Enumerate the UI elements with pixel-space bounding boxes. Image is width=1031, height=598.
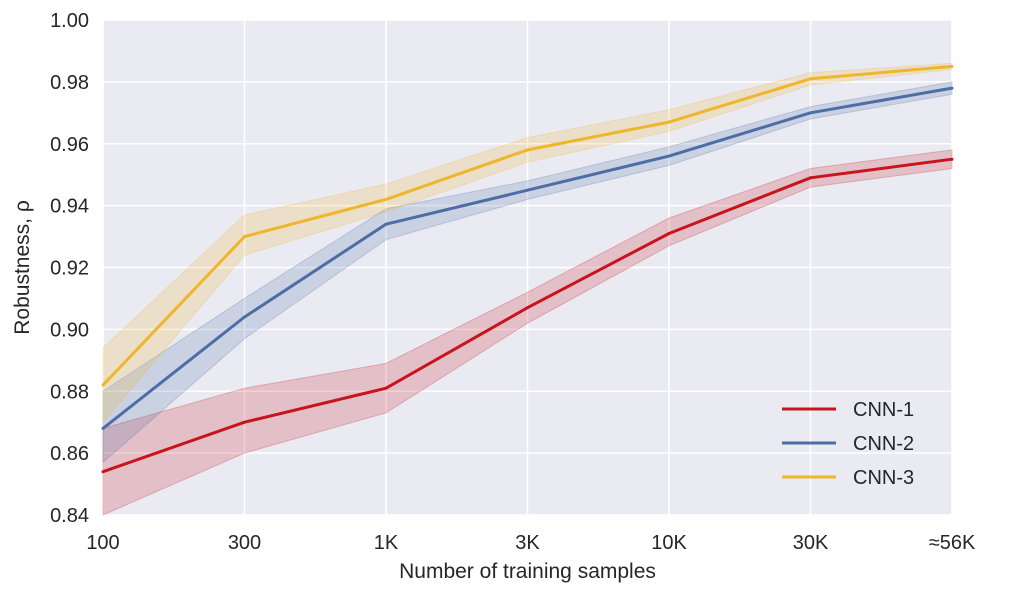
data-point-cnn-3 (384, 197, 388, 201)
data-point-cnn-3 (667, 120, 671, 124)
x-tick-label: 100 (86, 532, 119, 554)
data-point-cnn-3 (101, 383, 105, 387)
data-point-cnn-2 (384, 222, 388, 226)
y-tick-label: 1.00 (50, 10, 89, 32)
legend-label-cnn-2: CNN-2 (853, 433, 914, 455)
data-point-cnn-3 (243, 235, 246, 239)
x-tick-label: 30K (793, 532, 829, 554)
series-lines (101, 64, 954, 474)
data-point-cnn-1 (384, 386, 388, 390)
legend: CNN-1 CNN-2 CNN-3 (782, 399, 914, 489)
x-tick-labels: 100 300 1K 3K 10K 30K ≈56K (86, 532, 976, 554)
y-tick-label: 0.94 (50, 196, 89, 218)
data-point-cnn-3 (526, 148, 529, 152)
data-point-cnn-2 (243, 315, 246, 319)
data-point-cnn-2 (667, 154, 671, 158)
data-point-cnn-3 (950, 64, 954, 68)
confidence-bands (102, 62, 953, 516)
y-tick-label: 0.90 (50, 319, 89, 341)
grid (102, 19, 953, 516)
data-point-cnn-1 (950, 157, 954, 161)
x-tick-label: 300 (228, 532, 261, 554)
data-point-cnn-3 (809, 77, 812, 81)
data-point-cnn-1 (667, 231, 671, 235)
y-tick-label: 0.88 (50, 381, 89, 403)
y-tick-label: 0.86 (50, 443, 89, 465)
confidence-band-cnn-2 (102, 81, 953, 464)
confidence-band-cnn-3 (102, 62, 953, 424)
data-point-cnn-1 (243, 420, 246, 424)
y-axis-title: Robustness, ρ (11, 200, 34, 335)
legend-label-cnn-3: CNN-3 (853, 467, 914, 489)
x-tick-label: 3K (515, 532, 540, 554)
data-point-cnn-1 (809, 176, 812, 180)
y-tick-label: 0.84 (50, 505, 89, 527)
data-point-cnn-2 (809, 111, 812, 115)
x-axis-title: Number of training samples (399, 560, 656, 583)
y-tick-labels: 0.84 0.86 0.88 0.90 0.92 0.94 0.96 0.98 1.00 (50, 10, 89, 527)
x-tick-label: 10K (651, 532, 687, 554)
x-tick-label: ≈56K (929, 532, 976, 554)
y-tick-label: 0.92 (50, 258, 89, 280)
legend-label-cnn-1: CNN-1 (853, 399, 914, 421)
data-point-cnn-2 (101, 426, 105, 430)
y-tick-label: 0.98 (50, 72, 89, 94)
x-tick-label: 1K (374, 532, 399, 554)
y-tick-label: 0.96 (50, 134, 89, 156)
data-point-cnn-2 (526, 188, 529, 192)
data-point-cnn-1 (101, 470, 105, 474)
confidence-band-cnn-1 (102, 149, 953, 516)
data-point-cnn-2 (950, 86, 954, 90)
data-point-cnn-1 (526, 306, 529, 310)
